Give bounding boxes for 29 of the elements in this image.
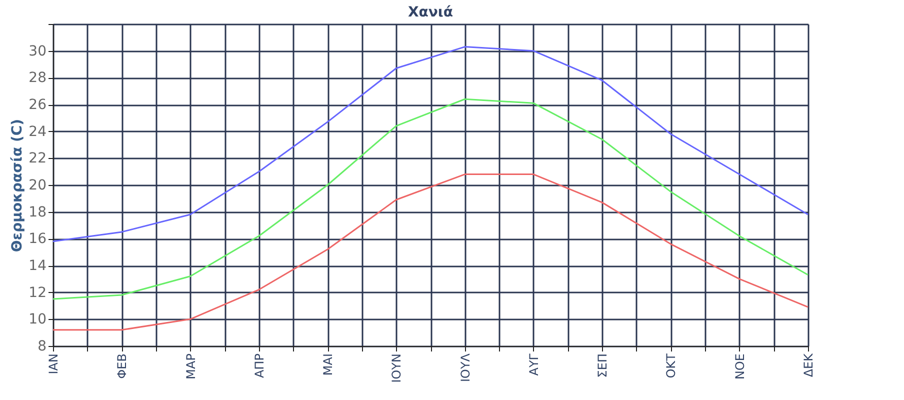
x-tick-label: ΙΑΝ	[46, 354, 60, 374]
line-series	[52, 174, 809, 331]
x-tick-label: ΑΥΓ	[526, 353, 541, 376]
y-tick-label: 28	[28, 70, 46, 86]
y-axis-title: Θερμοκρασία (C)	[10, 118, 26, 252]
line-series	[52, 98, 809, 300]
y-tick-label: 14	[28, 258, 47, 274]
x-tick-label: ΝΟΕ	[732, 354, 747, 380]
line-series	[52, 46, 809, 242]
x-tick-label: ΙΟΥΛ	[458, 352, 472, 382]
x-tick-label: ΟΚΤ	[664, 352, 678, 378]
y-tick-label: 30	[28, 43, 46, 60]
x-tick-label: ΣΕΠ	[596, 354, 610, 378]
y-tick-label: 10	[28, 312, 46, 328]
x-tick-label: ΦΕΒ	[115, 354, 130, 379]
chart-title: Χανιά	[408, 4, 454, 20]
y-tick-label: 16	[28, 231, 47, 248]
y-tick-label: 8	[38, 338, 46, 354]
x-tick-label: ΜΑΡ	[184, 354, 198, 380]
x-tick-label: ΜΑΙ	[321, 354, 336, 376]
x-tick-label: ΙΟΥΝ	[390, 354, 404, 383]
y-tick-label: 20	[28, 178, 46, 194]
y-tick-label: 24	[28, 124, 47, 140]
x-tick-label: ΑΠΡ	[252, 354, 266, 378]
y-tick-label: 18	[28, 204, 46, 220]
x-tick-label: ΔΕΚ	[802, 352, 816, 378]
y-tick-label: 26	[28, 97, 47, 113]
y-tick-label: 12	[28, 284, 46, 301]
y-tick-label: 22	[28, 150, 46, 167]
